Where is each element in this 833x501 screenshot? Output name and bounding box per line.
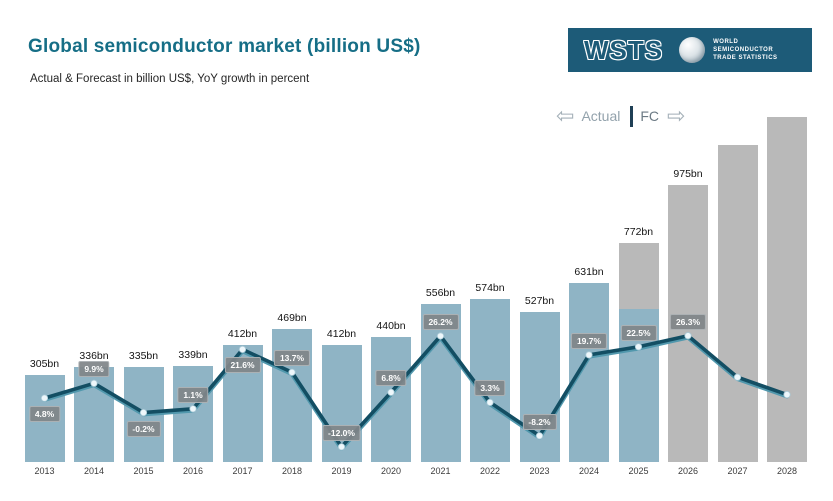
bar-value-label-2025: 772bn [623, 225, 654, 238]
x-axis-label-2020: 2020 [380, 466, 402, 476]
bar-value-label-2013: 305bn [29, 358, 60, 371]
actual-fc-legend: ⇦ Actual FC ⇨ [556, 103, 685, 129]
bar-2015 [123, 366, 164, 462]
growth-badge-2015: -0.2% [126, 420, 161, 437]
bar-2027 [717, 145, 758, 462]
x-axis-label-2016: 2016 [182, 466, 204, 476]
bar-value-label-2020: 440bn [376, 320, 406, 333]
x-axis-label-2025: 2025 [628, 466, 649, 476]
bar-value-label-2018: 469bn [277, 311, 307, 324]
growth-badge-2024: 19.7% [570, 332, 608, 349]
wsts-logo-acronym: WSTS [584, 34, 664, 65]
x-axis-label-2027: 2027 [727, 466, 748, 476]
x-axis-label-2018: 2018 [281, 466, 303, 476]
bar-2019 [321, 344, 362, 462]
page-title: Global semiconductor market (billion US$… [28, 36, 421, 57]
arrow-right-icon: ⇨ [667, 103, 686, 128]
bar-value-label-2017: 412bn [227, 327, 258, 340]
bar-value-label-2024: 631bn [574, 265, 604, 278]
x-axis-label-2023: 2023 [529, 466, 550, 476]
bar-value-label-2021: 556bn [425, 287, 456, 300]
globe-icon [679, 37, 706, 63]
wsts-logo-orgname: WORLD SEMICONDUCTOR TRADE STATISTICS [713, 38, 777, 62]
x-axis-label-2026: 2026 [677, 466, 699, 476]
chart-subtitle: Actual & Forecast in billion US$, YoY gr… [30, 73, 310, 85]
x-axis-label-2017: 2017 [232, 466, 253, 476]
growth-badge-2025: 22.5% [620, 324, 657, 341]
x-axis-label-2024: 2024 [578, 466, 600, 476]
bar-value-label-2023: 527bn [524, 295, 555, 308]
bar-2024 [569, 282, 609, 462]
x-axis-label-2021: 2021 [430, 466, 451, 476]
bar-value-label-2014: 336bn [79, 349, 109, 362]
growth-badge-2018: 13.7% [273, 350, 311, 367]
growth-badge-2016: 1.1% [177, 386, 209, 403]
legend-actual-label: Actual [581, 108, 621, 124]
wsts-logo: WSTS WORLD SEMICONDUCTOR TRADE STATISTIC… [568, 28, 812, 72]
growth-badge-2014: 9.9% [78, 361, 110, 378]
legend-divider [630, 105, 634, 127]
x-axis-label-2019: 2019 [331, 466, 352, 476]
bar-value-label-2015: 335bn [128, 349, 159, 362]
growth-badge-2019: -12.0% [322, 424, 361, 441]
growth-badge-2026: 26.3% [669, 313, 707, 330]
bar-2014 [74, 366, 114, 462]
x-axis-label-2013: 2013 [34, 466, 55, 476]
arrow-left-icon: ⇦ [556, 103, 575, 128]
growth-badge-2021: 26.2% [422, 314, 459, 330]
growth-badge-2013: 4.8% [28, 406, 61, 423]
bar-value-label-2022: 574bn [475, 281, 505, 294]
bar-2023 [519, 312, 560, 462]
bar-2020 [371, 337, 411, 462]
wsts-org-line1: WORLD [713, 38, 739, 45]
bar-value-label-2016: 339bn [178, 348, 208, 361]
wsts-org-line2: SEMICONDUCTOR [713, 46, 774, 53]
x-axis-label-2014: 2014 [83, 466, 105, 476]
legend-fc-label: FC [640, 108, 660, 124]
growth-badge-2022: 3.3% [474, 380, 506, 397]
bar-2018 [272, 328, 312, 462]
x-axis-label-2015: 2015 [133, 466, 154, 476]
bar-value-label-2026: 975bn [673, 168, 703, 181]
x-axis-label-2022: 2022 [479, 466, 501, 476]
wsts-org-line3: TRADE STATISTICS [713, 55, 778, 62]
growth-badge-2020: 6.8% [375, 370, 407, 387]
growth-badge-2017: 21.6% [224, 357, 261, 374]
bar-2016 [173, 365, 213, 462]
growth-badge-2023: -8.2% [522, 413, 557, 430]
x-axis-label-2028: 2028 [776, 466, 798, 476]
bar-2028 [767, 116, 807, 462]
bar-value-label-2019: 412bn [326, 327, 357, 340]
